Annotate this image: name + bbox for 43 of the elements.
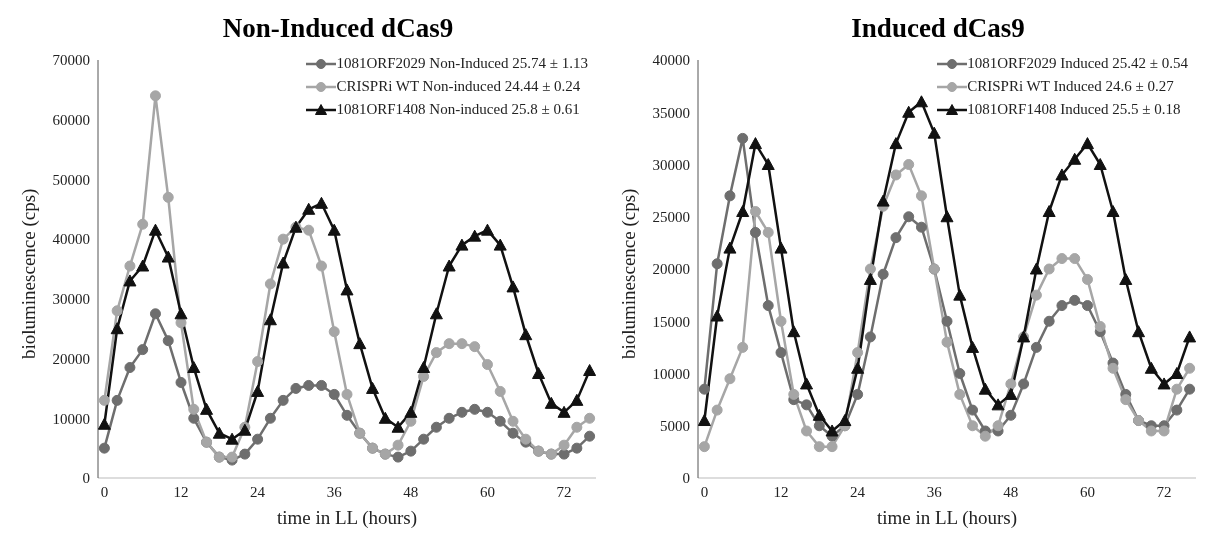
y-tick-label: 35000 bbox=[652, 104, 690, 121]
y-tick-label: 60000 bbox=[52, 112, 90, 129]
x-tick-label: 12 bbox=[773, 483, 789, 500]
x-tick-label: 24 bbox=[850, 483, 866, 500]
legend-label: 1081ORF2029 Induced 25.42 ± 0.54 bbox=[967, 54, 1188, 73]
legend-label: 1081ORF2029 Non-Induced 25.74 ± 1.13 bbox=[336, 54, 588, 73]
y-axis-title: bioluminescence (cps) bbox=[17, 188, 40, 359]
x-tick-label: 72 bbox=[556, 483, 572, 500]
x-tick-label: 24 bbox=[250, 483, 266, 500]
y-tick-label: 30000 bbox=[52, 291, 90, 308]
y-tick-label: 10000 bbox=[652, 365, 690, 382]
chart-title: Non-Induced dCas9 bbox=[221, 12, 455, 45]
x-tick-label: 12 bbox=[173, 483, 189, 500]
y-tick-label: 40000 bbox=[52, 231, 90, 248]
y-tick-label: 10000 bbox=[52, 410, 90, 427]
legend-label: CRISPRi WT Induced 24.6 ± 0.27 bbox=[967, 77, 1174, 96]
x-axis-title: time in LL (hours) bbox=[276, 507, 418, 529]
x-tick-label: 72 bbox=[1156, 483, 1172, 500]
x-tick-label: 0 bbox=[100, 483, 109, 500]
legend-label: CRISPRi WT Non-induced 24.44 ± 0.24 bbox=[336, 77, 581, 96]
y-tick-label: 40000 bbox=[652, 52, 690, 69]
legend-label: 1081ORF1408 Induced 25.5 ± 0.18 bbox=[967, 100, 1181, 119]
x-tick-label: 48 bbox=[1003, 483, 1019, 500]
y-tick-label: 5000 bbox=[660, 418, 690, 435]
y-tick-label: 30000 bbox=[652, 156, 690, 173]
y-tick-label: 70000 bbox=[52, 52, 90, 69]
y-axis-title: bioluminescence (cps) bbox=[617, 188, 640, 359]
y-tick-label: 20000 bbox=[52, 350, 90, 367]
x-tick-label: 60 bbox=[1079, 483, 1095, 500]
chart-title: Induced dCas9 bbox=[850, 12, 1026, 45]
y-tick-label: 25000 bbox=[652, 209, 690, 226]
x-tick-label: 60 bbox=[479, 483, 495, 500]
x-tick-label: 0 bbox=[700, 483, 709, 500]
legend-label: 1081ORF1408 Non-induced 25.8 ± 0.61 bbox=[336, 100, 580, 119]
x-axis-title: time in LL (hours) bbox=[876, 507, 1018, 529]
y-tick-label: 15000 bbox=[652, 313, 690, 330]
y-tick-label: 50000 bbox=[52, 171, 90, 188]
x-tick-label: 36 bbox=[326, 483, 343, 500]
x-tick-label: 48 bbox=[403, 483, 419, 500]
y-tick-label: 0 bbox=[682, 470, 690, 487]
y-tick-label: 20000 bbox=[652, 261, 690, 278]
y-tick-label: 0 bbox=[82, 470, 90, 487]
x-tick-label: 36 bbox=[926, 483, 943, 500]
